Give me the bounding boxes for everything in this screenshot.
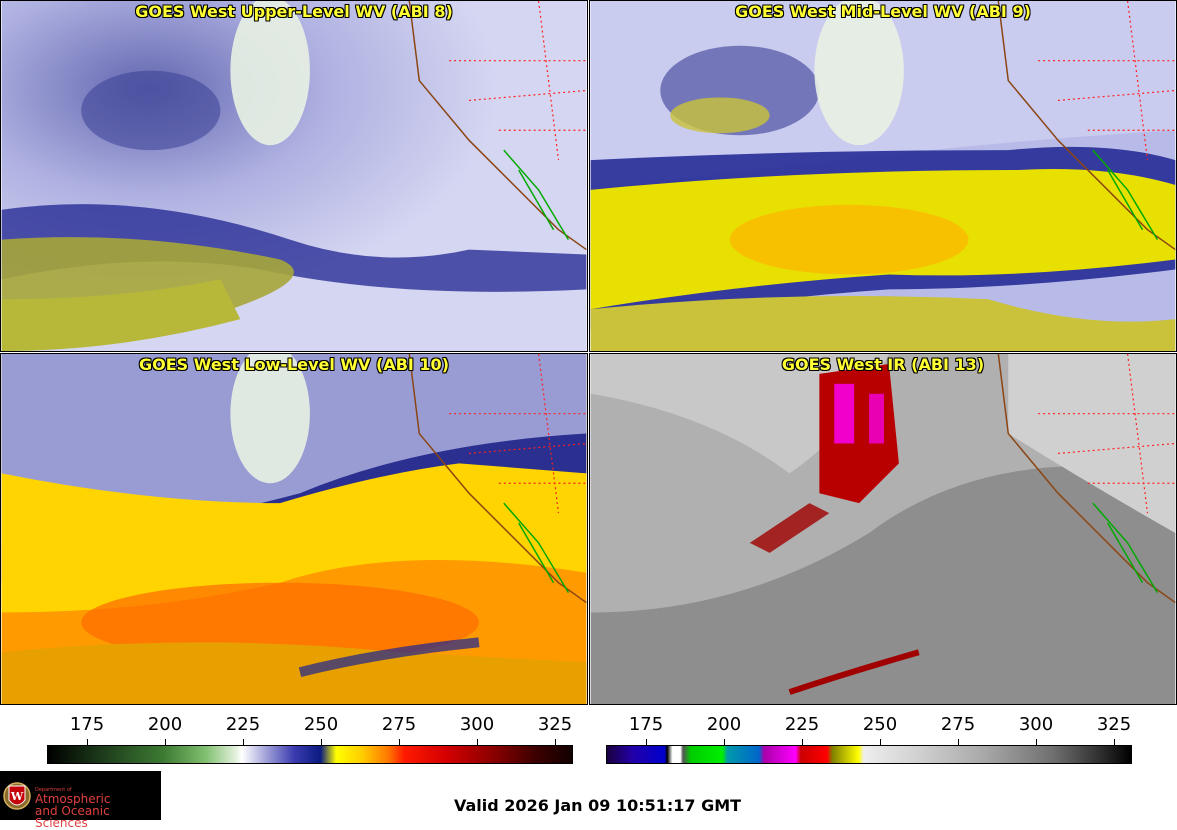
tick-label: 325	[1096, 714, 1132, 735]
tick-label: 175	[628, 714, 664, 735]
panel-title: GOES West IR (ABI 13)	[781, 355, 985, 374]
colorbar-ticks: 175 200 225 250 275 300 325	[606, 712, 1132, 745]
tick-mark	[1114, 739, 1115, 745]
logo-department-of: Department of	[35, 787, 72, 793]
tick-mark	[802, 739, 803, 745]
valid-time: Valid 2026 Jan 09 10:51:17 GMT	[454, 796, 742, 815]
tick-mark	[243, 739, 244, 745]
panel-title: GOES West Mid-Level WV (ABI 9)	[735, 2, 1031, 21]
panel-ir: GOES West IR (ABI 13)	[589, 353, 1177, 705]
logo-line2: and Oceanic Sciences	[35, 804, 110, 830]
tick-mark	[399, 739, 400, 745]
tick-label: 300	[1018, 714, 1054, 735]
upper-level-wv-image	[1, 1, 587, 351]
tick-label: 225	[225, 714, 261, 735]
tick-label: 175	[69, 714, 105, 735]
tick-mark	[555, 739, 556, 745]
logo-name: Atmospheric and Oceanic Sciences	[35, 793, 161, 829]
tick-mark	[321, 739, 322, 745]
colorbar-gradient	[47, 745, 573, 764]
tick-mark	[477, 739, 478, 745]
panel-upper-level-wv: GOES West Upper-Level WV (ABI 8)	[0, 0, 588, 352]
low-level-wv-image	[1, 354, 587, 704]
panel-title: GOES West Upper-Level WV (ABI 8)	[135, 2, 453, 21]
tick-mark	[1036, 739, 1037, 745]
mid-level-wv-image	[590, 1, 1176, 351]
tick-label: 250	[303, 714, 339, 735]
tick-mark	[87, 739, 88, 745]
tick-label: 325	[537, 714, 573, 735]
svg-text:W: W	[10, 790, 24, 803]
aos-logo: W Department of Atmospheric and Oceanic …	[0, 771, 161, 829]
tick-mark	[724, 739, 725, 745]
uw-crest-icon: W	[3, 782, 31, 810]
logo-line1: Atmospheric	[35, 792, 111, 806]
tick-label: 200	[147, 714, 183, 735]
tick-mark	[646, 739, 647, 745]
colorbar-ir: 175 200 225 250 275 300 325	[606, 712, 1132, 768]
tick-mark	[958, 739, 959, 745]
tick-label: 250	[862, 714, 898, 735]
colorbar-gradient	[606, 745, 1132, 764]
tick-mark	[165, 739, 166, 745]
tick-mark	[880, 739, 881, 745]
colorbar-wv: 175 200 225 250 275 300 325	[47, 712, 573, 768]
tick-label: 275	[940, 714, 976, 735]
colorbar-ticks: 175 200 225 250 275 300 325	[47, 712, 573, 745]
tick-label: 200	[706, 714, 742, 735]
panel-mid-level-wv: GOES West Mid-Level WV (ABI 9)	[589, 0, 1177, 352]
tick-label: 300	[459, 714, 495, 735]
tick-label: 225	[784, 714, 820, 735]
panel-title: GOES West Low-Level WV (ABI 10)	[138, 355, 449, 374]
ir-image	[590, 354, 1176, 704]
panel-low-level-wv: GOES West Low-Level WV (ABI 10)	[0, 353, 588, 705]
tick-label: 275	[381, 714, 417, 735]
